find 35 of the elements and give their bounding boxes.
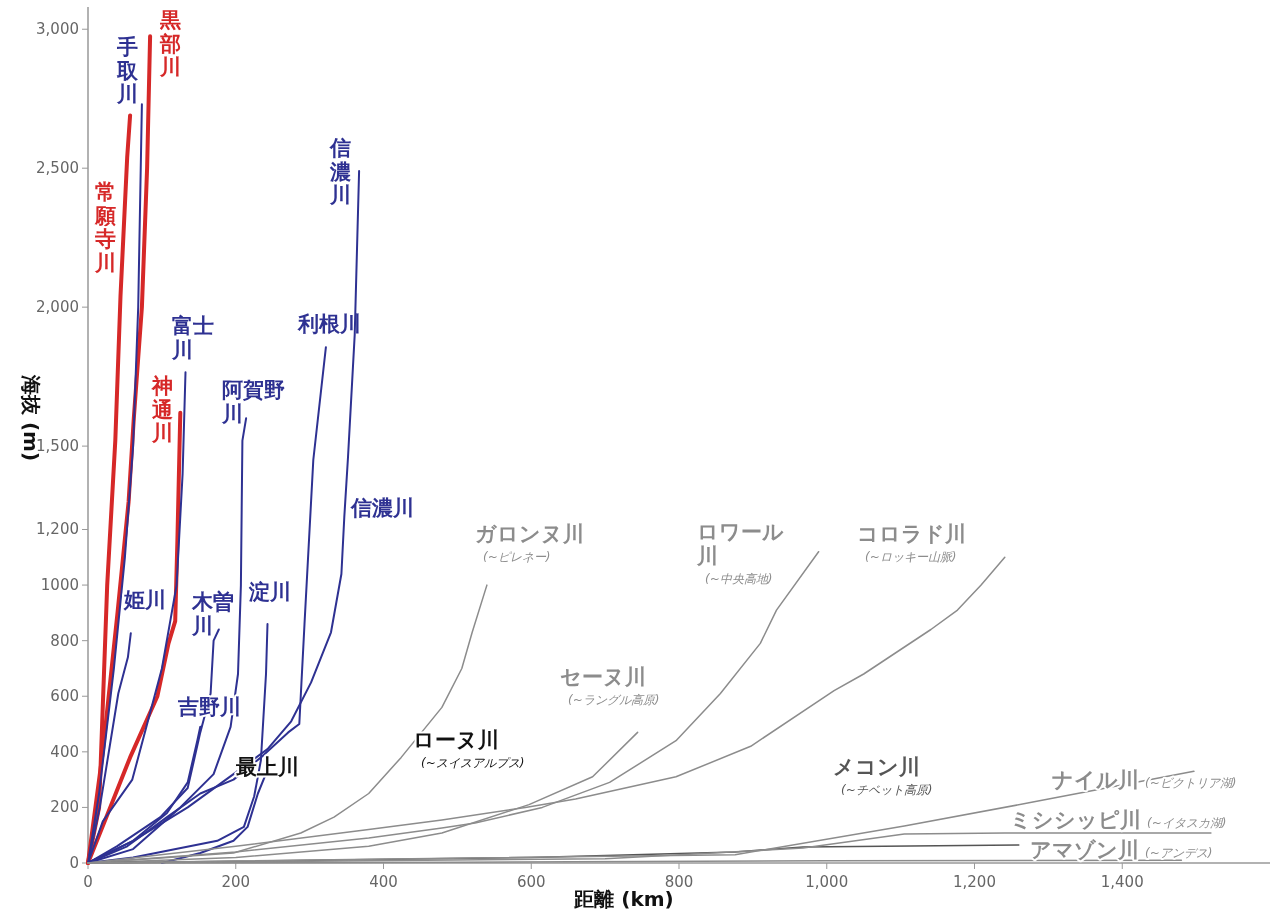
x-tick-label: 200 bbox=[221, 873, 251, 891]
series-label: セーヌ川 (~ラングル高原) bbox=[560, 665, 660, 707]
y-tick-label: 2,500 bbox=[36, 159, 79, 178]
series-label: 木曽川 bbox=[191, 590, 234, 638]
series-label: 神通川 bbox=[150, 374, 173, 446]
y-tick-label: 0 bbox=[69, 854, 79, 872]
series-label: 手取川 bbox=[115, 35, 139, 107]
x-tick-label: 1,200 bbox=[953, 873, 996, 891]
series-label: コロラド川 (~ロッキー山脈) bbox=[857, 522, 966, 564]
x-tick-label: 1,000 bbox=[805, 873, 849, 891]
y-tick-label: 400 bbox=[50, 742, 79, 761]
series-label: 阿賀野川 bbox=[221, 378, 285, 426]
x-tick-label: 1,400 bbox=[1100, 873, 1144, 891]
series-label: 富士川 bbox=[171, 314, 214, 362]
series-label: ロワール川 (~中央高地) bbox=[696, 520, 784, 586]
x-tick-label: 600 bbox=[516, 873, 546, 891]
annotation: 信濃川 bbox=[328, 136, 351, 208]
y-tick-label: 3,000 bbox=[36, 20, 79, 39]
x-tick-label: 0 bbox=[83, 873, 93, 891]
y-tick-label: 1,200 bbox=[36, 520, 79, 539]
annotation: 信濃川 bbox=[351, 496, 414, 520]
series-label: 黒部川 bbox=[158, 8, 181, 80]
y-tick-label: 200 bbox=[50, 798, 79, 817]
series-label: 常願寺川 bbox=[93, 180, 116, 275]
y-tick-label: 1000 bbox=[40, 576, 79, 595]
series-label: 淀川 bbox=[248, 580, 291, 604]
series-label: ガロンヌ川 (~ピレネー) bbox=[475, 522, 584, 564]
series-label: 姫川 bbox=[123, 588, 166, 612]
x-tick-label: 400 bbox=[369, 873, 398, 891]
y-tick-label: 2,000 bbox=[36, 298, 79, 317]
y-tick-label: 800 bbox=[50, 631, 79, 650]
annotation: ローヌ川 (~スイスアルプス) bbox=[413, 728, 525, 770]
series-label: アマゾン川 (~アンデス) bbox=[1030, 838, 1213, 862]
y-tick-label: 600 bbox=[50, 687, 79, 706]
series-label: ミシシッピ川 (~イタスカ湖) bbox=[1010, 808, 1227, 832]
